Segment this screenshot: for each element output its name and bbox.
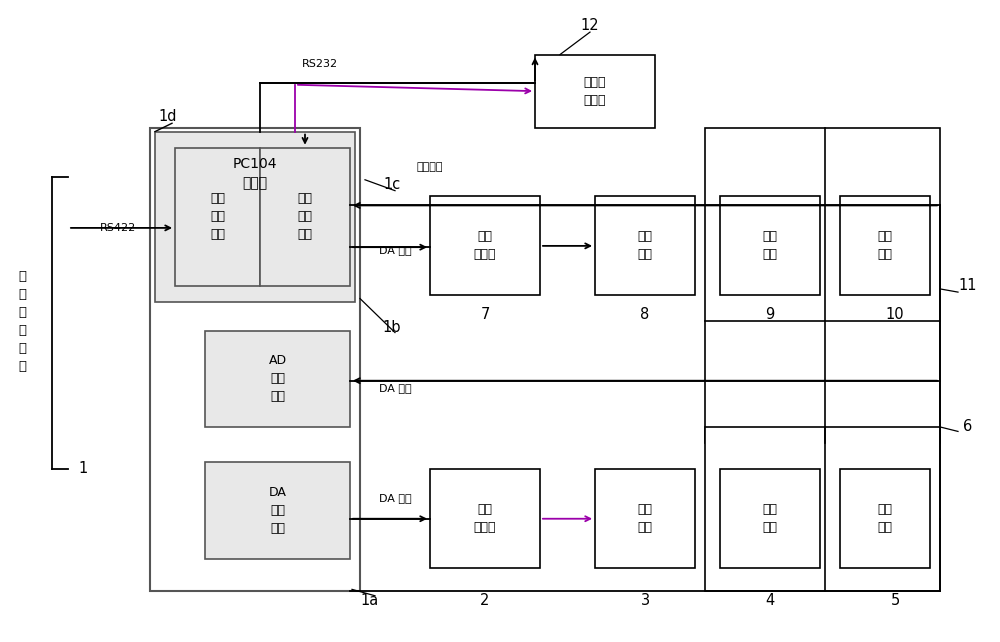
Bar (595, 196, 695, 295)
Text: 俯仰
框架: 俯仰 框架 (763, 230, 778, 261)
Bar (705, 128, 940, 443)
Text: RS232: RS232 (302, 59, 338, 69)
Bar (205, 331, 350, 427)
Bar (175, 148, 260, 286)
Text: 1b: 1b (383, 320, 401, 335)
Bar (260, 148, 350, 286)
Text: DA 输出: DA 输出 (379, 245, 411, 256)
Text: 1d: 1d (159, 109, 177, 125)
Text: PC104
控制器: PC104 控制器 (233, 157, 277, 190)
Text: 7: 7 (480, 307, 490, 322)
Bar (705, 427, 940, 591)
Text: 位置检测: 位置检测 (417, 162, 443, 172)
Text: 方位
框架: 方位 框架 (763, 503, 778, 534)
Text: RS422: RS422 (100, 223, 136, 233)
Text: 9: 9 (765, 307, 775, 322)
Bar (430, 196, 540, 295)
Text: 陀螺
码盘: 陀螺 码盘 (878, 503, 893, 534)
Text: 3: 3 (640, 593, 650, 608)
Text: 10: 10 (886, 307, 904, 322)
Text: 方位
电机: 方位 电机 (638, 503, 652, 534)
Bar (430, 469, 540, 568)
Text: AD
接口
单元: AD 接口 单元 (268, 354, 287, 403)
Text: 俯仰
驱动器: 俯仰 驱动器 (474, 230, 496, 261)
Text: DA 输入: DA 输入 (379, 383, 411, 394)
Text: 码盘
陀螺: 码盘 陀螺 (878, 230, 893, 261)
Text: 4: 4 (765, 593, 775, 608)
Text: 外
部
控
制
信
号: 外 部 控 制 信 号 (18, 270, 26, 372)
Text: 惯性测
量系统: 惯性测 量系统 (584, 76, 606, 107)
Text: 2: 2 (480, 593, 490, 608)
Text: 12: 12 (581, 18, 599, 33)
Text: 1c: 1c (383, 177, 401, 193)
Text: 1: 1 (78, 461, 88, 476)
Text: 俯仰
电机: 俯仰 电机 (638, 230, 652, 261)
Bar (840, 196, 930, 295)
Bar (205, 462, 350, 559)
Text: 码盘
读数
单元: 码盘 读数 单元 (298, 192, 312, 241)
Bar (535, 55, 655, 128)
Text: 8: 8 (640, 307, 650, 322)
Bar (720, 196, 820, 295)
Text: 11: 11 (959, 278, 977, 293)
Bar (150, 128, 360, 591)
Bar (595, 469, 695, 568)
Text: 6: 6 (963, 419, 973, 435)
Text: 通信
接口
单元: 通信 接口 单元 (210, 192, 225, 241)
Text: DA
接口
单元: DA 接口 单元 (269, 486, 286, 535)
Text: DA 输出: DA 输出 (379, 492, 411, 503)
Text: 1a: 1a (361, 593, 379, 608)
Bar (720, 469, 820, 568)
Text: 方位
驱动器: 方位 驱动器 (474, 503, 496, 534)
Text: 5: 5 (890, 593, 900, 608)
Bar (840, 469, 930, 568)
Bar (155, 132, 355, 302)
